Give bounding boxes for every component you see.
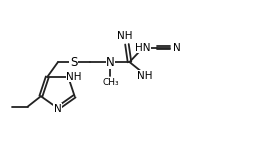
- Text: NH: NH: [117, 31, 132, 41]
- Text: N: N: [172, 43, 180, 53]
- Text: N: N: [106, 56, 114, 69]
- Text: HN: HN: [134, 43, 150, 53]
- Text: NH: NH: [136, 71, 152, 81]
- Text: CH₃: CH₃: [102, 78, 118, 87]
- Text: N: N: [54, 104, 61, 114]
- Text: NH: NH: [66, 72, 81, 82]
- Text: S: S: [70, 56, 77, 69]
